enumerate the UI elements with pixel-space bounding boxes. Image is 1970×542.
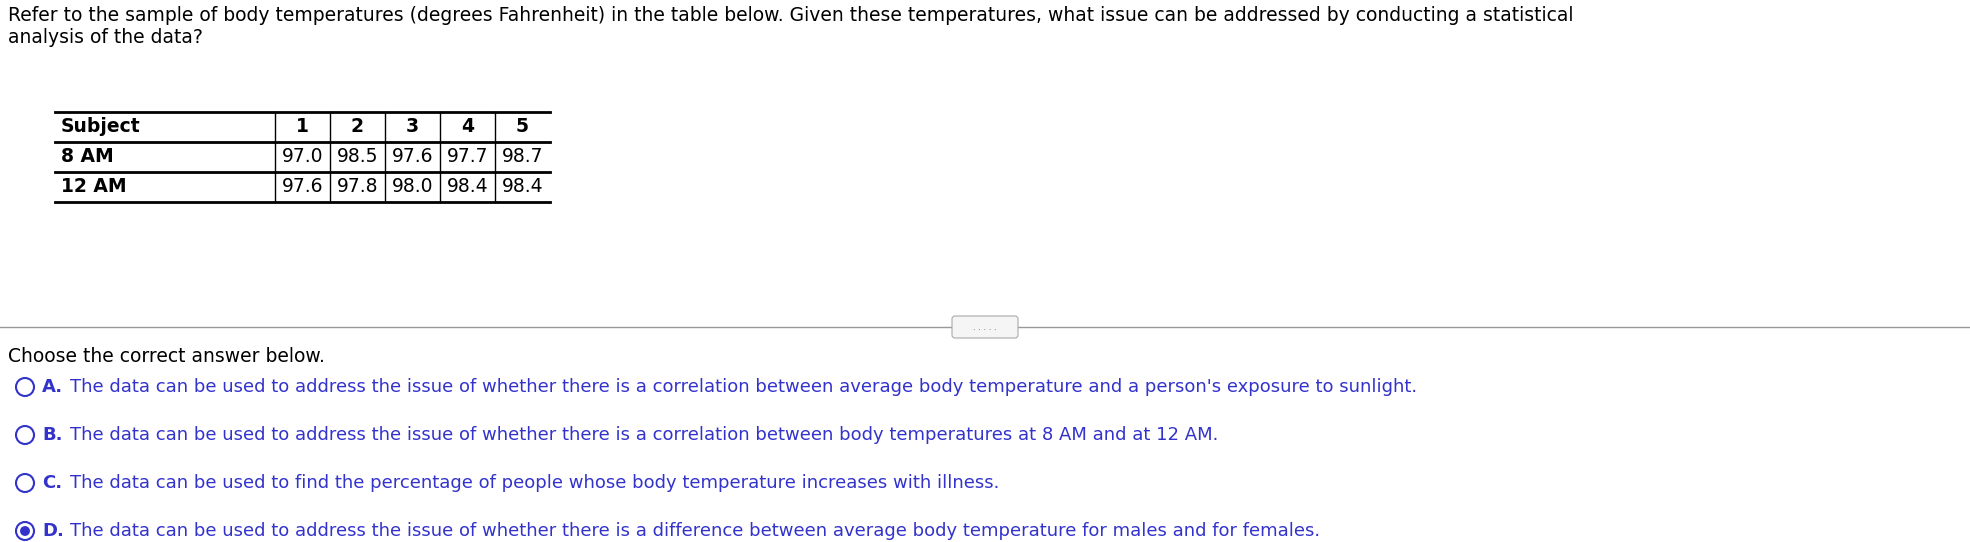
Text: 97.0: 97.0 bbox=[282, 147, 323, 166]
FancyBboxPatch shape bbox=[952, 316, 1018, 338]
Text: A.: A. bbox=[41, 378, 63, 396]
Circle shape bbox=[16, 426, 33, 444]
Text: 98.5: 98.5 bbox=[337, 147, 378, 166]
Text: 3: 3 bbox=[406, 118, 420, 137]
Text: The data can be used to address the issue of whether there is a correlation betw: The data can be used to address the issu… bbox=[71, 378, 1416, 396]
Circle shape bbox=[16, 378, 33, 396]
Text: 97.7: 97.7 bbox=[447, 147, 489, 166]
Text: analysis of the data?: analysis of the data? bbox=[8, 28, 203, 47]
Text: 97.6: 97.6 bbox=[392, 147, 433, 166]
Text: C.: C. bbox=[41, 474, 63, 492]
Text: The data can be used to address the issue of whether there is a difference betwe: The data can be used to address the issu… bbox=[71, 522, 1320, 540]
Text: Choose the correct answer below.: Choose the correct answer below. bbox=[8, 347, 325, 366]
Circle shape bbox=[16, 474, 33, 492]
Text: 12 AM: 12 AM bbox=[61, 177, 126, 197]
Circle shape bbox=[16, 522, 33, 540]
Text: 1: 1 bbox=[296, 118, 309, 137]
Text: 98.7: 98.7 bbox=[502, 147, 544, 166]
Text: 98.0: 98.0 bbox=[392, 177, 433, 197]
Text: . . . . .: . . . . . bbox=[973, 322, 997, 332]
Text: B.: B. bbox=[41, 426, 63, 444]
Text: 8 AM: 8 AM bbox=[61, 147, 114, 166]
Text: 97.8: 97.8 bbox=[337, 177, 378, 197]
Text: The data can be used to find the percentage of people whose body temperature inc: The data can be used to find the percent… bbox=[71, 474, 999, 492]
Text: 97.6: 97.6 bbox=[282, 177, 323, 197]
Text: 5: 5 bbox=[516, 118, 530, 137]
Text: 2: 2 bbox=[351, 118, 364, 137]
Circle shape bbox=[20, 526, 30, 536]
Text: The data can be used to address the issue of whether there is a correlation betw: The data can be used to address the issu… bbox=[71, 426, 1217, 444]
Text: 98.4: 98.4 bbox=[502, 177, 544, 197]
Text: Refer to the sample of body temperatures (degrees Fahrenheit) in the table below: Refer to the sample of body temperatures… bbox=[8, 6, 1574, 25]
Text: 4: 4 bbox=[461, 118, 475, 137]
Text: 98.4: 98.4 bbox=[447, 177, 489, 197]
Text: Subject: Subject bbox=[61, 118, 140, 137]
Text: D.: D. bbox=[41, 522, 63, 540]
